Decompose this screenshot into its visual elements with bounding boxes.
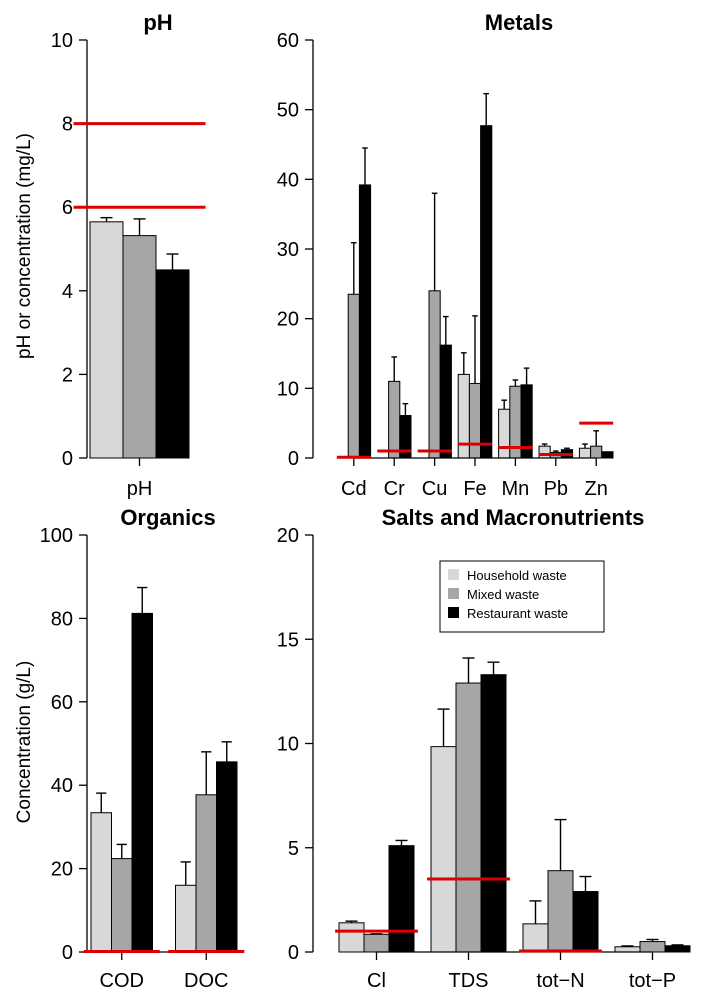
bar-mixed-Fe [468, 382, 482, 459]
y-tick-label: 0 [62, 448, 73, 470]
panel-title: pH [143, 10, 172, 35]
x-tick-label: Cl [367, 970, 386, 992]
legend-label-household: Household waste [467, 568, 567, 583]
bar-restaurant-Cu [439, 344, 452, 459]
panel-1: pH 0 2 4 6 8 10 pH [51, 10, 206, 500]
bar-restaurant-tot−P [664, 945, 691, 953]
y-tick-label: 50 [277, 100, 299, 122]
panel-title: Organics [120, 505, 215, 530]
y-tick-label: 40 [277, 169, 299, 191]
bar-mixed-Cl [363, 933, 390, 953]
bar-restaurant-Zn [601, 451, 614, 459]
x-tick-label: Cu [422, 478, 448, 500]
bar-mixed-Cr [388, 380, 401, 459]
y-tick-label: 6 [62, 197, 73, 219]
x-tick-label: Pb [544, 478, 568, 500]
y-axis-label-top: pH or concentration (mg/L) [14, 133, 35, 359]
y-tick-label: 10 [277, 378, 299, 400]
y-tick-label: 80 [51, 608, 73, 630]
y-tick-label: 20 [51, 859, 73, 881]
y-axis-label-bottom: Concentration (g/L) [14, 661, 35, 824]
legend-label-mixed: Mixed waste [467, 587, 539, 602]
bar-mixed-Cu [428, 290, 441, 459]
y-tick-label: 60 [277, 30, 299, 52]
bar-restaurant-TDS [480, 674, 507, 953]
y-tick-label: 0 [288, 448, 299, 470]
x-tick-label: Cr [384, 478, 405, 500]
bar-household-DOC [175, 884, 197, 953]
panel-title: Salts and Macronutrients [382, 505, 645, 530]
y-tick-label: 20 [277, 525, 299, 547]
bar-household-Cl [338, 922, 365, 953]
panel-title: Metals [485, 10, 553, 35]
y-tick-label: 4 [62, 281, 73, 303]
x-tick-label: tot−P [629, 970, 676, 992]
y-tick-label: 60 [51, 692, 73, 714]
x-tick-label: TDS [449, 970, 489, 992]
y-tick-label: 0 [288, 942, 299, 964]
legend-box [439, 560, 605, 633]
bar-household-Zn [578, 447, 592, 459]
bar-mixed-COD [111, 858, 133, 953]
y-tick-label: 100 [40, 525, 73, 547]
y-tick-label: 10 [51, 30, 73, 52]
bar-household-TDS [430, 746, 457, 953]
y-tick-label: 30 [277, 239, 299, 261]
x-tick-label: Cd [341, 478, 367, 500]
legend-swatch-household [448, 569, 459, 580]
x-tick-label: Fe [463, 478, 486, 500]
legend-label-restaurant: Restaurant waste [467, 606, 568, 621]
bar-restaurant-COD [131, 612, 153, 953]
y-tick-label: 20 [277, 309, 299, 331]
legend-swatch-mixed [448, 588, 459, 599]
panel-2: Metals 0 10 20 30 40 50 60 Cd Cr Cu Fe Mn Pb Zn [277, 10, 614, 500]
bar-mixed-Zn [590, 445, 603, 459]
x-tick-label: COD [100, 970, 144, 992]
panel-3: Organics 0 20 40 60 80 100 COD DOC [40, 505, 245, 992]
x-tick-label: DOC [184, 970, 228, 992]
y-tick-label: 0 [62, 942, 73, 964]
bar-mixed-DOC [195, 794, 217, 953]
legend: Household waste Mixed waste Restaurant w… [439, 560, 605, 633]
y-tick-label: 8 [62, 114, 73, 136]
bar-mixed-Cd [347, 293, 360, 459]
legend-swatch-restaurant [448, 607, 459, 618]
bar-household-Pb [538, 445, 551, 459]
x-tick-label: Mn [502, 478, 530, 500]
y-tick-label: 15 [277, 629, 299, 651]
bar-household-pH [89, 221, 124, 459]
bar-restaurant-Fe [480, 125, 493, 459]
y-tick-label: 10 [277, 734, 299, 756]
y-tick-label: 40 [51, 775, 73, 797]
bar-household-tot−N [522, 923, 549, 953]
bar-restaurant-Cl [388, 845, 415, 953]
bar-mixed-pH [122, 235, 157, 459]
x-tick-label: Zn [585, 478, 608, 500]
bar-household-COD [90, 812, 112, 953]
bar-restaurant-DOC [216, 761, 238, 953]
panel-4: Salts and Macronutrients 0 5 10 15 20 Cl TDS tot… [277, 505, 691, 992]
bar-restaurant-tot−N [572, 891, 599, 953]
bar-mixed-tot−N [547, 870, 574, 953]
bar-restaurant-Cd [358, 184, 372, 459]
bar-restaurant-pH [155, 269, 190, 459]
bar-mixed-TDS [455, 682, 482, 953]
x-tick-label: pH [127, 478, 153, 500]
bar-household-tot−P [614, 946, 641, 953]
y-tick-label: 2 [62, 364, 73, 386]
x-tick-label: tot−N [536, 970, 584, 992]
bar-household-Mn [498, 408, 511, 459]
bar-mixed-tot−P [639, 941, 666, 953]
y-tick-label: 5 [288, 838, 299, 860]
